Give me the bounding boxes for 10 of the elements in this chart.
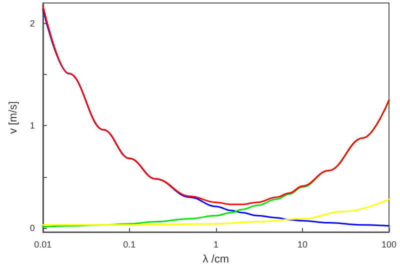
x-tick-label: 10: [297, 240, 308, 250]
y-tick-label: 2: [30, 18, 35, 28]
x-tick-label: 0.1: [123, 240, 136, 250]
y-axis-title: v [m/s]: [8, 101, 20, 134]
x-tick-label: 1: [213, 240, 218, 250]
x-tick-label: 100: [381, 240, 397, 250]
y-tick-label: 0: [30, 222, 35, 233]
y-tick-label: 1: [30, 120, 35, 131]
x-tick-label: 0.01: [34, 240, 52, 250]
x-axis-title: λ /cm: [202, 254, 230, 266]
